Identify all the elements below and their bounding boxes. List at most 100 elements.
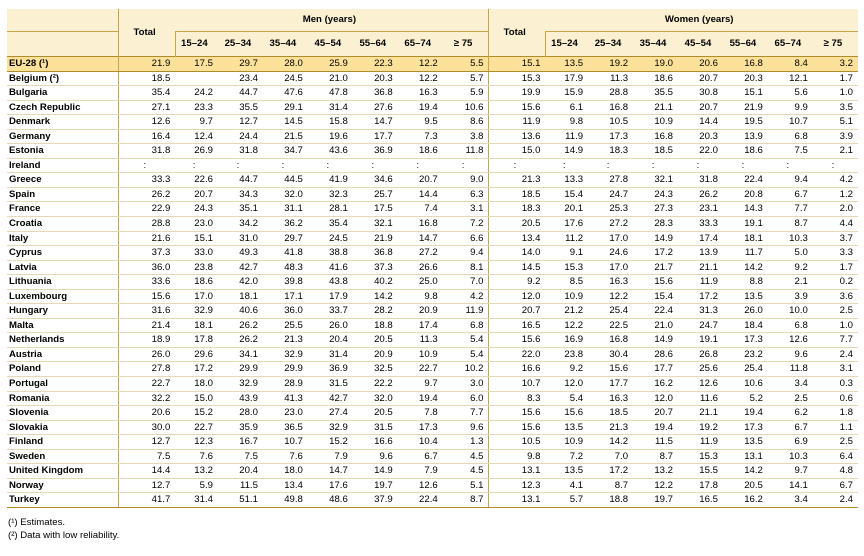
value-cell: 26.0 bbox=[118, 347, 176, 363]
value-cell: 12.4 bbox=[175, 129, 218, 145]
value-cell: 20.3 bbox=[722, 71, 768, 87]
value-cell: 20.7 bbox=[397, 172, 443, 188]
eu-aggregate-row: EU-28 (¹) 21.9 17.5 29.7 28.0 25.9 22.3 12.2 5.5… bbox=[7, 56, 858, 72]
value-cell: 9.7 bbox=[767, 463, 813, 479]
value-cell: 48.6 bbox=[307, 492, 353, 508]
value-cell: 15.0 bbox=[175, 391, 218, 407]
value-cell: 37.3 bbox=[352, 260, 398, 276]
value-cell: 18.1 bbox=[217, 289, 263, 305]
country-cell: Italy bbox=[7, 231, 119, 247]
value-cell: 21.3 bbox=[588, 420, 634, 436]
value-cell: 29.9 bbox=[217, 361, 263, 378]
age-header-row: 15–24 25–34 35–44 45–54 55–64 65–74 ≥ 75 15–24 2… bbox=[7, 31, 858, 57]
value-cell: 29.7 bbox=[217, 56, 263, 72]
value-cell: 10.5 bbox=[588, 114, 634, 130]
value-cell: 23.3 bbox=[175, 100, 218, 116]
value-cell: 15.6 bbox=[488, 420, 546, 436]
value-cell: 3.6 bbox=[812, 289, 858, 305]
value-cell: 3.2 bbox=[812, 56, 858, 72]
value-cell: 0.2 bbox=[812, 274, 858, 290]
value-cell: 16.3 bbox=[397, 85, 443, 101]
value-cell: 18.3 bbox=[588, 143, 634, 159]
value-cell: 24.2 bbox=[175, 85, 218, 101]
table-wrapper: Total Men (years) Total Women (years) 15… bbox=[7, 9, 858, 542]
value-cell: 5.2 bbox=[722, 391, 768, 407]
value-cell: 14.5 bbox=[262, 114, 308, 130]
value-cell: 10.5 bbox=[488, 434, 546, 450]
value-cell: 2.0 bbox=[812, 201, 858, 218]
value-cell: 31.1 bbox=[262, 201, 308, 218]
value-cell: 14.0 bbox=[488, 245, 546, 261]
value-cell: 6.7 bbox=[812, 477, 858, 494]
table-row: Estonia 31.8 26.9 31.8 34.7 43.6 36.9 18.6 11.8 1… bbox=[7, 143, 858, 159]
value-cell: 43.9 bbox=[217, 391, 263, 407]
value-cell: 18.6 bbox=[633, 71, 678, 87]
value-cell: 10.7 bbox=[767, 114, 813, 130]
value-cell: : bbox=[217, 158, 263, 174]
value-cell: 17.2 bbox=[588, 463, 634, 479]
value-cell: 5.4 bbox=[442, 332, 489, 348]
table-row: Bulgaria 35.4 24.2 44.7 47.6 47.8 36.8 16.3 5.9 1… bbox=[7, 85, 858, 101]
value-cell: 11.3 bbox=[588, 71, 634, 87]
value-cell: 22.9 bbox=[118, 201, 176, 218]
value-cell: 36.5 bbox=[262, 420, 308, 436]
value-cell: 49.3 bbox=[217, 245, 263, 261]
value-cell: 15.1 bbox=[488, 56, 546, 72]
value-cell: : bbox=[118, 158, 176, 174]
value-cell: 18.5 bbox=[488, 187, 546, 203]
value-cell: 10.7 bbox=[262, 434, 308, 450]
value-cell: 24.5 bbox=[262, 71, 308, 87]
value-cell: 1.1 bbox=[812, 420, 858, 436]
value-cell: 15.0 bbox=[488, 143, 546, 159]
value-cell: 4.5 bbox=[442, 463, 489, 479]
value-cell: 26.9 bbox=[175, 143, 218, 159]
value-cell: 17.7 bbox=[588, 376, 634, 392]
value-cell: 19.7 bbox=[633, 492, 678, 508]
value-cell: 4.1 bbox=[545, 477, 589, 494]
value-cell: 0.6 bbox=[812, 391, 858, 407]
country-cell: Austria bbox=[7, 347, 119, 363]
value-cell: 7.8 bbox=[397, 405, 443, 421]
value-cell: 14.2 bbox=[722, 260, 768, 276]
value-cell: 3.1 bbox=[442, 201, 489, 218]
country-cell: Netherlands bbox=[7, 332, 119, 348]
value-cell: 23.0 bbox=[175, 216, 218, 232]
value-cell: 20.7 bbox=[633, 405, 678, 421]
value-cell: 15.3 bbox=[545, 260, 589, 276]
value-cell: 17.2 bbox=[175, 361, 218, 378]
table-row: Belgium (²) 18.5 23.4 24.5 21.0 20.3 12.2 5.7 15… bbox=[7, 71, 858, 87]
value-cell: 20.5 bbox=[488, 216, 546, 232]
value-cell: 22.3 bbox=[352, 56, 398, 72]
value-cell: 28.0 bbox=[262, 56, 308, 72]
value-cell: 5.7 bbox=[442, 71, 489, 87]
value-cell: 20.5 bbox=[352, 332, 398, 348]
value-cell: 6.3 bbox=[442, 187, 489, 203]
value-cell: 9.8 bbox=[545, 114, 589, 130]
value-cell: 49.8 bbox=[262, 492, 308, 508]
value-cell: 18.4 bbox=[722, 318, 768, 334]
value-cell: 35.9 bbox=[217, 420, 263, 436]
value-cell: 31.4 bbox=[307, 347, 353, 363]
footnote: (²) Data with low reliability. bbox=[8, 529, 120, 541]
value-cell: 13.9 bbox=[722, 129, 768, 145]
value-cell: 6.8 bbox=[442, 318, 489, 334]
value-cell: 31.5 bbox=[352, 420, 398, 436]
value-cell: 24.6 bbox=[588, 245, 634, 261]
value-cell: 18.3 bbox=[488, 201, 546, 218]
value-cell: 5.1 bbox=[812, 114, 858, 130]
country-cell: Latvia bbox=[7, 260, 119, 276]
value-cell: 28.9 bbox=[262, 376, 308, 392]
value-cell: 19.7 bbox=[352, 477, 398, 494]
table-row: Slovenia 20.6 15.2 28.0 23.0 27.4 20.5 7.8 7.7 15… bbox=[7, 405, 858, 421]
value-cell: 18.9 bbox=[118, 332, 176, 348]
country-cell: France bbox=[7, 201, 119, 218]
country-cell: Belgium (²) bbox=[7, 71, 119, 87]
value-cell: 14.4 bbox=[118, 463, 176, 479]
value-cell: 17.7 bbox=[352, 129, 398, 145]
table-row: United Kingdom 14.4 13.2 20.4 18.0 14.7 14.9 7.… bbox=[7, 463, 858, 479]
value-cell: 6.9 bbox=[767, 434, 813, 450]
value-cell: 1.0 bbox=[812, 318, 858, 334]
value-cell: 11.5 bbox=[633, 434, 678, 450]
value-cell: 11.5 bbox=[217, 477, 263, 494]
value-cell: 30.8 bbox=[678, 85, 723, 101]
